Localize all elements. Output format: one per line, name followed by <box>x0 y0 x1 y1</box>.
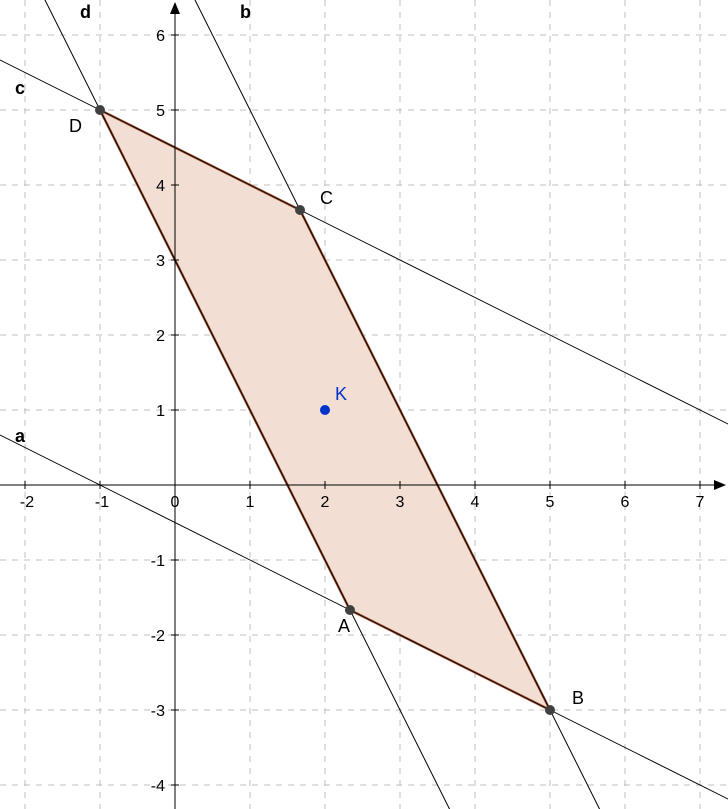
x-tick-label: 6 <box>621 494 630 511</box>
x-tick-label: 1 <box>246 494 255 511</box>
point-label-A: A <box>338 616 350 636</box>
x-tick-label: 2 <box>321 494 330 511</box>
line-label-c: c <box>15 78 25 98</box>
y-tick-label: 1 <box>156 403 165 420</box>
line-label-a: a <box>15 426 26 446</box>
x-tick-label: -1 <box>95 494 109 511</box>
point-B <box>546 706 555 715</box>
x-tick-label: 0 <box>171 494 180 511</box>
x-tick-label: 4 <box>471 494 480 511</box>
point-D <box>96 106 105 115</box>
y-tick-label: -2 <box>151 628 165 645</box>
x-tick-label: 5 <box>546 494 555 511</box>
y-tick-label: -4 <box>151 778 165 795</box>
y-tick-label: 2 <box>156 328 165 345</box>
point-label-C: C <box>320 188 333 208</box>
point-K <box>321 406 330 415</box>
y-tick-label: 3 <box>156 253 165 270</box>
point-label-D: D <box>69 116 82 136</box>
y-tick-label: 6 <box>156 28 165 45</box>
point-label-B: B <box>572 688 584 708</box>
x-tick-label: 3 <box>396 494 405 511</box>
x-tick-label: -2 <box>20 494 34 511</box>
point-label-K: K <box>335 384 347 404</box>
y-tick-label: -1 <box>151 553 165 570</box>
point-A <box>345 606 354 615</box>
y-tick-label: 4 <box>156 178 165 195</box>
line-label-d: d <box>80 2 91 22</box>
x-tick-label: 7 <box>696 494 705 511</box>
point-C <box>296 205 305 214</box>
y-tick-label: -3 <box>151 703 165 720</box>
line-label-b: b <box>240 2 251 22</box>
y-tick-label: 5 <box>156 103 165 120</box>
coordinate-plot: -2 -1 0 1 2 3 4 5 6 7 -4 -3 -2 -1 1 2 3 4 5 6 A B C D Ka b c d <box>0 0 728 809</box>
